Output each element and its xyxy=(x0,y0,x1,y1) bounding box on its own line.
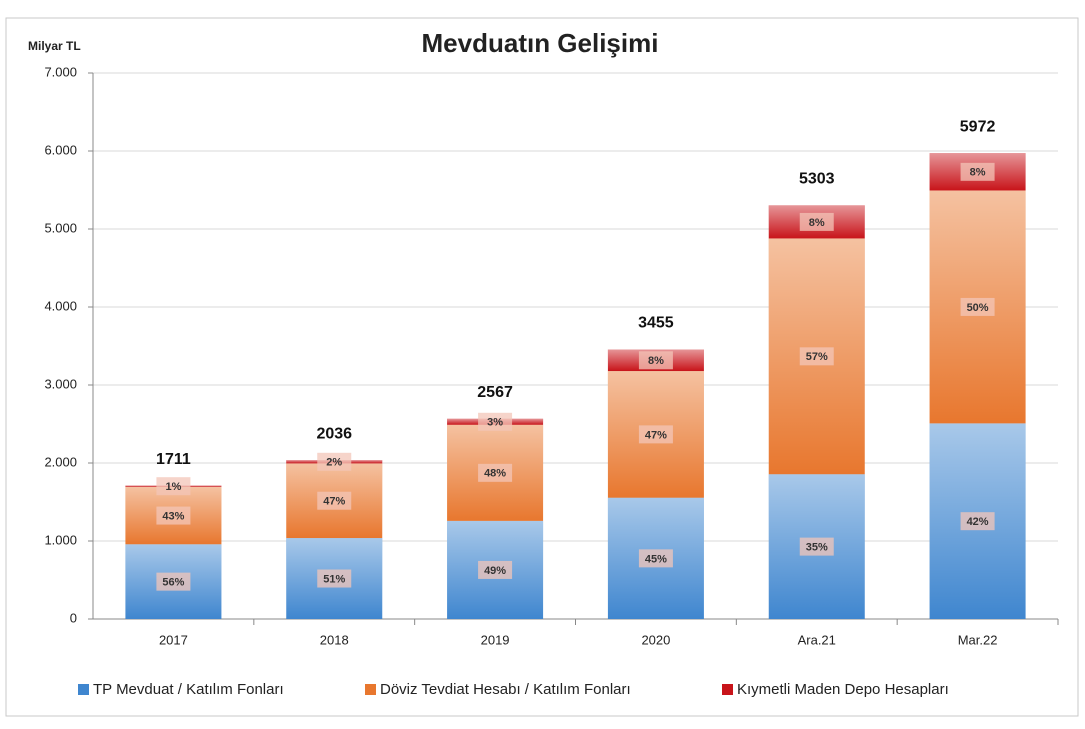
label-box xyxy=(960,162,995,181)
chart-frame xyxy=(5,17,1079,717)
label-box xyxy=(960,297,995,316)
y-tick-label: 1.000 xyxy=(44,532,77,547)
y-tick-label: 6.000 xyxy=(44,142,77,157)
label-box xyxy=(317,491,352,510)
legend-label: Döviz Tevdiat Hesabı / Katılım Fonları xyxy=(380,681,631,698)
y-tick-label: 2.000 xyxy=(44,454,77,469)
segment-label: 42% xyxy=(967,516,989,528)
x-tick-label: 2019 xyxy=(481,632,510,647)
legend-swatch xyxy=(365,684,376,695)
label-box xyxy=(478,463,513,482)
legend-label: TP Mevduat / Katılım Fonları xyxy=(93,681,284,698)
segment-label: 56% xyxy=(162,577,184,589)
total-label: 1711 xyxy=(156,451,191,468)
label-box xyxy=(638,425,673,444)
x-tick-label: Ara.21 xyxy=(798,632,836,647)
total-label: 2567 xyxy=(477,384,513,401)
x-tick-label: 2017 xyxy=(159,632,188,647)
x-tick-label: 2018 xyxy=(320,632,349,647)
segment-label: 35% xyxy=(806,542,828,554)
legend-swatch xyxy=(78,684,89,695)
segment-label: 3% xyxy=(487,417,503,429)
segment-label: 43% xyxy=(162,510,184,522)
legend-swatch xyxy=(722,684,733,695)
segment-label: 49% xyxy=(484,565,506,577)
segment-label: 1% xyxy=(165,481,181,493)
segment-label: 57% xyxy=(806,351,828,363)
segment-label: 48% xyxy=(484,468,506,480)
y-axis-label: Milyar TL xyxy=(28,39,81,53)
segment-label: 45% xyxy=(645,553,667,565)
total-label: 2036 xyxy=(316,425,352,442)
y-tick-label: 5.000 xyxy=(44,220,77,235)
label-box xyxy=(799,212,834,231)
total-label: 5303 xyxy=(799,171,835,188)
legend-label: Kıymetli Maden Depo Hesapları xyxy=(737,681,949,698)
segment-label: 51% xyxy=(323,573,345,585)
label-box xyxy=(799,347,834,366)
segment-label: 50% xyxy=(967,302,989,314)
label-box xyxy=(156,572,191,591)
label-box xyxy=(156,506,191,525)
label-box xyxy=(960,512,995,531)
segment-label: 47% xyxy=(323,496,345,508)
label-box xyxy=(317,452,352,471)
label-box xyxy=(638,549,673,568)
segment-label: 8% xyxy=(970,167,986,179)
x-tick-label: Mar.22 xyxy=(958,632,998,647)
label-box xyxy=(156,477,191,496)
total-label: 3455 xyxy=(638,315,674,332)
segment-label: 8% xyxy=(809,217,825,229)
segment-label: 8% xyxy=(648,355,664,367)
total-label: 5972 xyxy=(960,118,996,135)
y-tick-label: 3.000 xyxy=(44,376,77,391)
label-box xyxy=(478,412,513,431)
y-tick-label: 0 xyxy=(70,610,77,625)
label-box xyxy=(638,351,673,370)
chart-title: Mevduatın Gelişimi xyxy=(422,28,659,58)
y-tick-label: 4.000 xyxy=(44,298,77,313)
label-box xyxy=(799,537,834,556)
segment-label: 47% xyxy=(645,429,667,441)
x-tick-label: 2020 xyxy=(641,632,670,647)
label-box xyxy=(478,560,513,579)
label-box xyxy=(317,569,352,588)
segment-label: 2% xyxy=(326,457,342,469)
y-tick-label: 7.000 xyxy=(44,64,77,79)
